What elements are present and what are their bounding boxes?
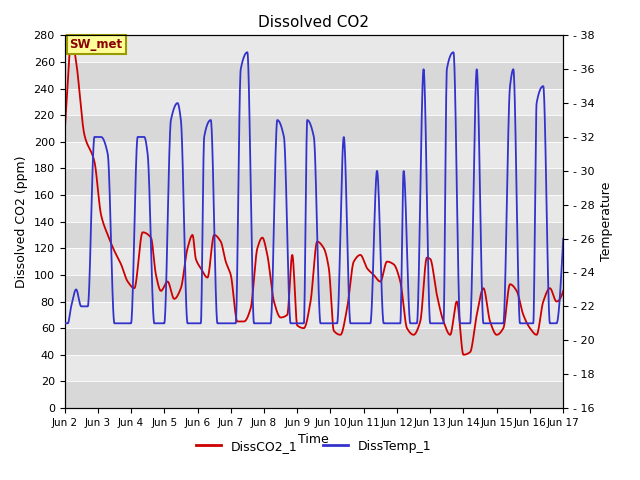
Bar (65, 168, 563, 195)
Bar (65, 301, 563, 328)
Legend: DissCO2_1, DissTemp_1: DissCO2_1, DissTemp_1 (191, 435, 436, 457)
Bar (65, 36, 563, 62)
Bar (65, 115, 563, 142)
Bar (65, 328, 563, 355)
Bar (65, 355, 563, 382)
Bar (65, 142, 563, 168)
Text: SW_met: SW_met (70, 38, 123, 51)
Y-axis label: Dissolved CO2 (ppm): Dissolved CO2 (ppm) (15, 156, 28, 288)
Bar (65, 222, 563, 248)
Bar (65, 89, 563, 115)
X-axis label: Time: Time (298, 433, 329, 446)
Bar (65, 62, 563, 89)
Title: Dissolved CO2: Dissolved CO2 (259, 15, 369, 30)
Bar (65, 382, 563, 408)
Bar (65, 248, 563, 275)
Bar (65, 275, 563, 301)
Y-axis label: Temperature: Temperature (600, 182, 613, 261)
Bar (65, 195, 563, 222)
